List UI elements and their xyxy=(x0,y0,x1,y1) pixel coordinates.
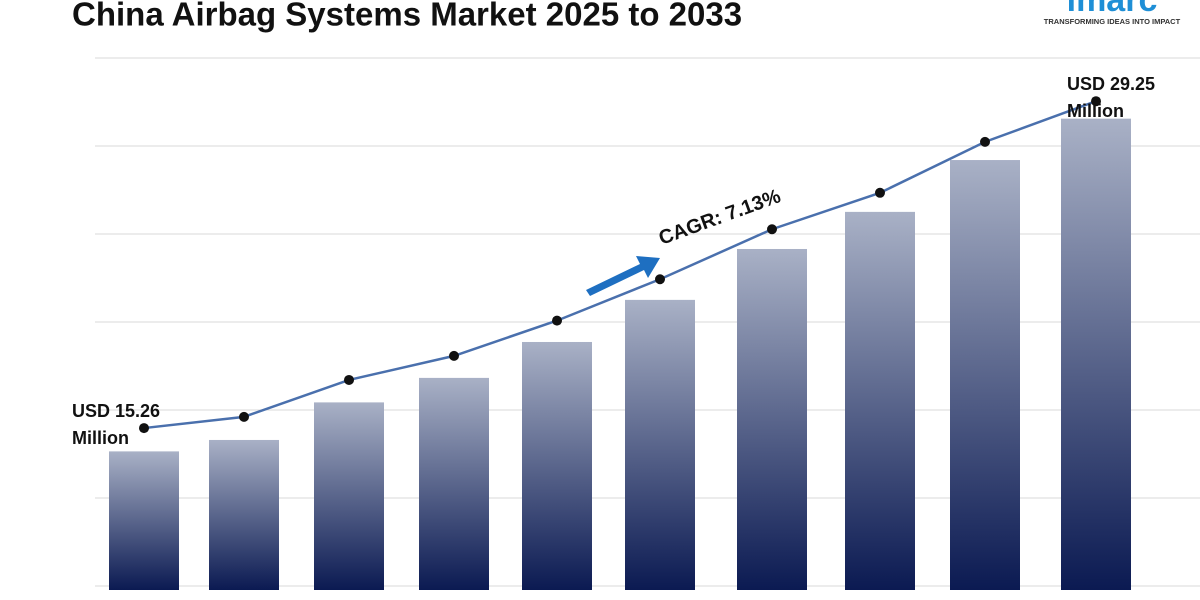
bar xyxy=(522,341,592,590)
trend-point xyxy=(139,423,149,434)
end-label: Million xyxy=(1067,101,1124,121)
end-label: USD 29.25 xyxy=(1067,74,1155,94)
bar xyxy=(950,160,1020,591)
bar xyxy=(1061,118,1131,590)
bar xyxy=(314,402,384,590)
bar xyxy=(209,439,279,590)
bars xyxy=(109,118,1131,591)
trend-line xyxy=(143,100,1097,430)
trend-point xyxy=(552,315,562,326)
bar xyxy=(625,299,695,590)
logo-tagline: TRANSFORMING IDEAS INTO IMPACT xyxy=(1044,17,1181,26)
trend-point xyxy=(655,274,665,285)
bar xyxy=(737,248,807,591)
trend-point xyxy=(875,187,885,198)
start-label: Million xyxy=(72,428,129,448)
trend-point xyxy=(980,136,990,147)
trend-point xyxy=(449,350,459,361)
bar xyxy=(419,377,489,590)
trend-point xyxy=(344,374,354,385)
trend-point xyxy=(239,411,249,422)
trend xyxy=(139,96,1101,434)
trend-point xyxy=(767,224,777,235)
arrow xyxy=(586,256,660,296)
logo: imarc xyxy=(1067,0,1158,19)
chart-title: China Airbag Systems Market 2025 to 2033 xyxy=(72,0,742,33)
bar xyxy=(109,451,179,590)
cagr-label: CAGR: 7.13% xyxy=(656,185,784,249)
bar xyxy=(845,211,915,590)
trend-point xyxy=(1091,96,1101,107)
start-label: USD 15.26 xyxy=(72,401,160,421)
